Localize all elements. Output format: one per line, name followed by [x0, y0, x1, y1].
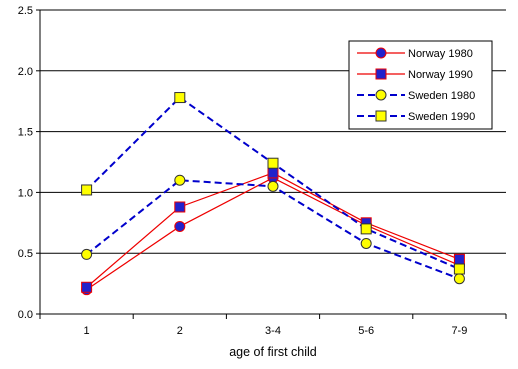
y-tick-label: 0.5: [18, 248, 33, 260]
data-point: [453, 273, 465, 285]
legend: Norway 1980 Norway 1990 Sweden 1980 Sweden …: [348, 40, 493, 130]
series-sweden-1980: [81, 174, 465, 285]
x-tick-label: 5-6: [358, 325, 374, 337]
gridlines: [40, 9, 506, 254]
data-point: [174, 220, 186, 232]
legend-label: Norway 1990: [408, 69, 473, 81]
legend-item: Sweden 1990: [357, 110, 475, 123]
y-tick-label: 1.5: [18, 127, 33, 139]
legend-box: [348, 40, 493, 130]
y-tick-label: 2.0: [18, 66, 33, 78]
y-tick-label: 2.5: [18, 5, 33, 17]
x-axis-title: age of first child: [229, 345, 317, 359]
y-tick-labels: 0.0 0.5 1.0 1.5 2.0 2.5: [18, 5, 33, 321]
legend-label: Sweden 1990: [408, 111, 475, 123]
data-point: [81, 281, 93, 293]
data-point: [360, 223, 372, 235]
series-group: [81, 92, 465, 296]
data-point: [453, 253, 465, 265]
data-point: [360, 237, 372, 249]
data-point: [174, 201, 186, 213]
data-point: [81, 248, 93, 260]
legend-item: Norway 1980: [357, 47, 473, 60]
data-point: [267, 180, 279, 192]
legend-item: Norway 1990: [357, 68, 473, 81]
legend-marker: [375, 110, 387, 122]
legend-marker: [375, 68, 387, 80]
y-tick-label: 0.0: [18, 309, 33, 321]
legend-item: Sweden 1980: [357, 89, 475, 102]
x-tick-label: 7-9: [451, 325, 467, 337]
legend-label: Sweden 1980: [408, 90, 475, 102]
data-point: [81, 184, 93, 196]
x-tick-label: 3-4: [265, 325, 281, 337]
x-tick-labels: 1 2 3-4 5-6 7-9: [84, 325, 468, 337]
x-tick-label: 1: [84, 325, 90, 337]
data-point: [267, 157, 279, 169]
legend-marker: [375, 47, 387, 59]
data-point: [174, 174, 186, 186]
series-norway-1990: [81, 167, 465, 293]
legend-label: Norway 1980: [408, 48, 473, 60]
y-tick-label: 1.0: [18, 187, 33, 199]
x-tick-label: 2: [177, 325, 183, 337]
data-point: [453, 263, 465, 275]
axes: [36, 9, 507, 319]
series-sweden-1990: [81, 92, 465, 275]
data-point: [174, 92, 186, 104]
data-point: [267, 167, 279, 179]
legend-marker: [375, 89, 387, 101]
